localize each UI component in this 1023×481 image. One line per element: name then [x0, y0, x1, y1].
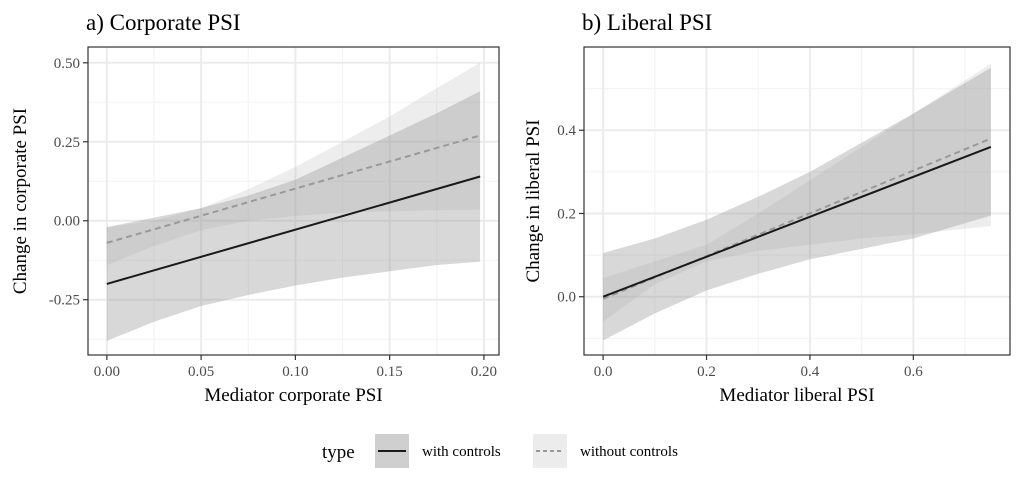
plot-background — [88, 47, 499, 355]
x-tick-label: 0.15 — [377, 364, 403, 380]
x-tick-label: 0.00 — [94, 364, 120, 380]
y-tick-label: -0.25 — [49, 293, 80, 309]
ribbon-with-controls — [603, 67, 991, 341]
x-tick-label: 0.20 — [471, 364, 497, 380]
legend-label: without controls — [580, 444, 678, 460]
legend-label: with controls — [422, 444, 501, 460]
x-tick-label: 0.0 — [594, 364, 613, 380]
chart-title: b) Liberal PSI — [582, 10, 712, 35]
ribbon-with-controls — [106, 91, 481, 341]
panel-b: b) Liberal PSI 0.0 0.2 0.4 0.6 0.0 0.2 0.4 Media… — [523, 10, 1011, 406]
legend-title: type — [322, 442, 355, 463]
ribbon-without-controls — [603, 63, 991, 322]
x-tick-label: 0.4 — [801, 364, 820, 380]
panel-a: a) Corporate PSI 0.00 0.05 0.10 0.15 0.20 -0.2… — [10, 10, 500, 406]
x-axis-title: Mediator liberal PSI — [719, 385, 874, 406]
y-tick-label: 0.50 — [54, 56, 80, 72]
chart-title: a) Corporate PSI — [86, 10, 241, 35]
line-without-controls — [106, 134, 481, 244]
panel-border — [583, 46, 1011, 356]
legend: type with controls without controls — [322, 434, 678, 468]
y-tick-label: 0.4 — [557, 123, 576, 139]
y-tick-label: 0.0 — [557, 290, 576, 306]
y-axis-title: Change in corporate PSI — [10, 108, 31, 294]
x-tick-label: 0.05 — [188, 364, 214, 380]
y-tick-label: 0.25 — [54, 135, 80, 151]
line-with-controls — [602, 145, 992, 298]
ribbon-without-controls — [106, 62, 481, 265]
y-axis-title: Change in liberal PSI — [523, 119, 544, 282]
x-tick-label: 0.6 — [904, 364, 923, 380]
x-tick-label: 0.10 — [282, 364, 308, 380]
line-with-controls — [106, 175, 481, 285]
x-tick-label: 0.2 — [697, 364, 716, 380]
panel-border — [87, 46, 500, 356]
x-axis-title: Mediator corporate PSI — [204, 385, 382, 406]
y-tick-label: 0.00 — [54, 214, 80, 230]
y-tick-label: 0.2 — [557, 206, 576, 222]
